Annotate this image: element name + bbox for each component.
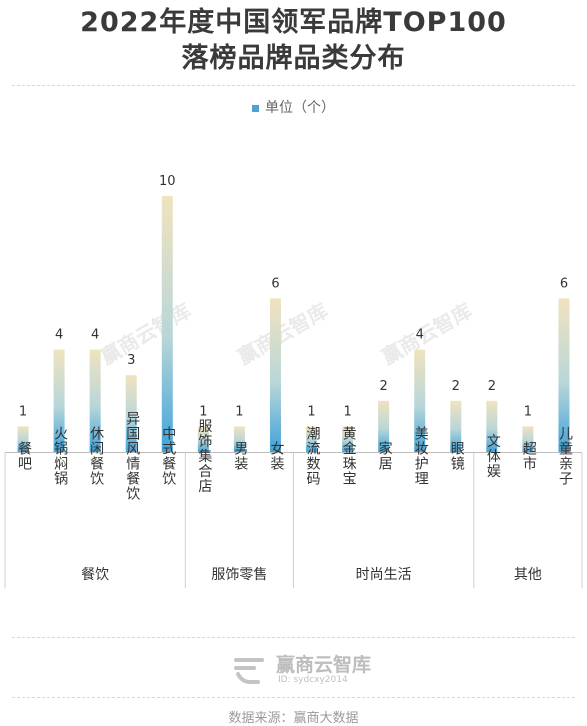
logo-icon [234,658,264,684]
data-label: 2 [488,379,496,394]
bar [17,426,29,452]
category-label: 火锅焖锅 [52,426,68,486]
category-label: 眼镜 [449,441,465,471]
data-label: 6 [560,276,568,291]
bar [197,426,209,452]
category-label: 儿童亲子 [557,426,573,486]
legend-marker [252,104,259,112]
group-label: 其他 [514,567,542,583]
data-label: 1 [19,404,27,419]
category-label: 文体娱 [485,434,501,479]
data-label: 3 [127,353,135,368]
chart-title-line-2: 落榜品牌品类分布 [181,43,406,74]
data-label: 10 [159,174,176,189]
bar [306,426,318,452]
data-label: 4 [416,328,424,343]
title-divider [12,85,575,86]
category-label: 超市 [521,441,537,471]
bar [233,426,245,452]
logo-text: 赢商云智库 [276,654,372,676]
chart-title-line-1: 2022年度中国领军品牌TOP100 [80,7,507,38]
legend: 单位（个） [0,97,587,117]
data-label: 4 [91,328,99,343]
category-label: 餐吧 [16,441,32,471]
data-label: 1 [235,404,243,419]
data-label: 4 [55,328,63,343]
bar-chart: 1餐吧4火锅焖锅4休闲餐饮3异国风情餐饮10中式餐饮1服饰集合店1男装6女装1潮… [4,174,583,588]
group-label: 服饰零售 [211,567,267,583]
category-label: 黄金珠宝 [341,425,357,486]
data-source: 数据来源：赢商大数据 [228,711,359,726]
bar [89,349,101,452]
bar [378,400,390,452]
bar [269,298,281,452]
category-label: 女装 [268,440,284,471]
legend-label: 单位（个） [265,100,335,116]
data-label: 1 [524,404,532,419]
category-label: 美妆护理 [413,426,429,486]
data-label: 2 [380,379,388,394]
category-label: 服饰集合店 [196,419,212,494]
bar [125,375,137,452]
category-label: 潮流数码 [305,426,321,486]
bar [342,426,354,452]
data-label: 1 [307,404,315,419]
footer-divider-top [12,637,575,638]
brand-logo: 赢商云智库 ID: sydcxy2014 [0,648,587,688]
category-label: 男装 [232,441,248,471]
bar [450,400,462,452]
bar [414,349,426,452]
data-label: 2 [452,379,460,394]
category-label: 中式餐饮 [160,426,176,486]
category-label: 休闲餐饮 [88,426,104,486]
bar [486,400,498,452]
bar [161,196,173,452]
category-label: 家居 [377,440,393,471]
data-label: 1 [199,404,207,419]
bar [558,298,570,452]
footer-divider-bottom [12,697,575,698]
category-label: 异国风情餐饮 [124,411,140,501]
group-label: 餐饮 [81,567,109,583]
logo-id: ID: sydcxy2014 [278,675,348,685]
bar [522,426,534,452]
data-label: 1 [343,404,351,419]
group-label: 时尚生活 [356,567,412,583]
data-label: 6 [271,276,279,291]
bar [53,349,65,452]
